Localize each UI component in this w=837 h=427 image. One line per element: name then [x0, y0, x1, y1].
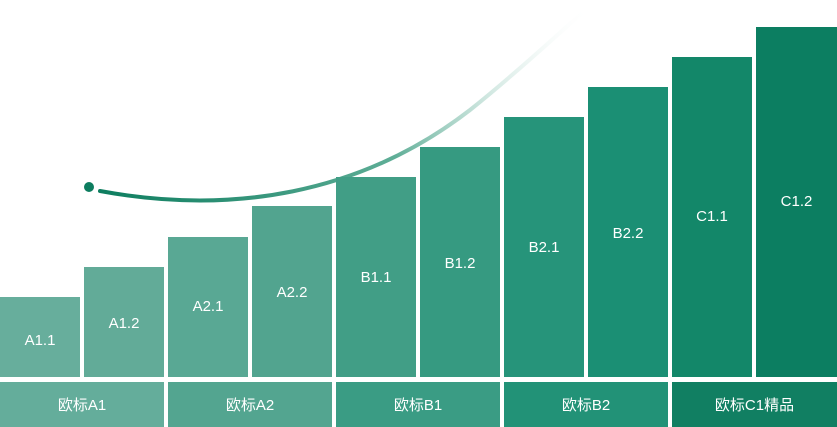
level-group-label: 欧标C1精品 [714, 397, 795, 414]
level-group-label: 欧标A2 [225, 397, 275, 414]
level-step-label: A2.2 [276, 284, 308, 301]
level-group-band: 欧标A2 [168, 382, 332, 427]
level-step-label: A2.1 [192, 298, 224, 315]
level-group-label: 欧标B2 [561, 397, 611, 414]
level-step-a2-1: A2.1 [168, 237, 248, 377]
level-step-c1-2: C1.2 [756, 27, 837, 377]
level-group-label: 欧标A1 [57, 397, 107, 414]
level-step-b2-1: B2.1 [504, 117, 584, 377]
growth-curve-line [98, 3, 594, 203]
level-step-label: C1.1 [696, 208, 728, 225]
level-step-c1-1: C1.1 [672, 57, 752, 377]
level-group-band: 欧标B1 [336, 382, 500, 427]
level-step-a1-1: A1.1 [0, 297, 80, 377]
level-group-band: 欧标A1 [0, 382, 164, 427]
level-step-label: A1.1 [24, 332, 56, 349]
level-step-a2-2: A2.2 [252, 206, 332, 377]
level-step-b1-1: B1.1 [336, 177, 416, 377]
level-step-label: C1.2 [780, 193, 813, 210]
growth-curve-start-dot [84, 182, 94, 192]
level-step-label: B2.1 [528, 239, 560, 256]
level-step-label: B1.1 [360, 269, 392, 286]
level-step-label: B1.2 [444, 255, 476, 272]
level-group-label: 欧标B1 [393, 397, 443, 414]
level-step-label: B2.2 [612, 225, 644, 242]
level-step-b2-2: B2.2 [588, 87, 668, 377]
level-step-label: A1.2 [108, 315, 140, 332]
level-group-band: 欧标C1精品 [672, 382, 837, 427]
level-step-a1-2: A1.2 [84, 267, 164, 377]
level-group-band: 欧标B2 [504, 382, 668, 427]
level-step-b1-2: B1.2 [420, 147, 500, 377]
